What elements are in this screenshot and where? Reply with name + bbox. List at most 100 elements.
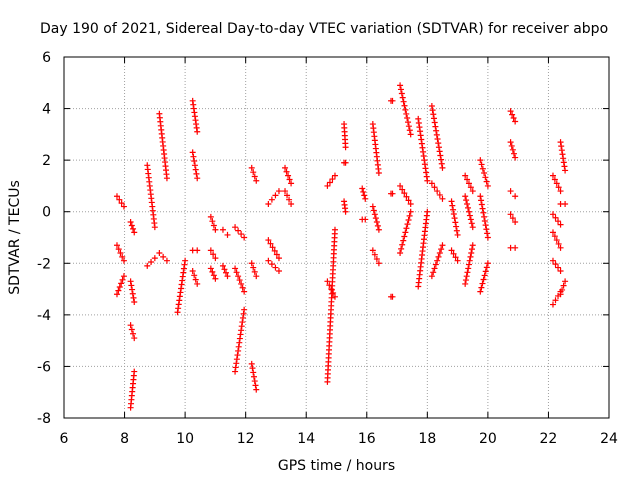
x-tick-label: 24 <box>600 431 618 447</box>
data-point <box>417 132 424 139</box>
data-point <box>163 175 170 182</box>
data-point <box>430 115 437 122</box>
data-point <box>553 237 560 244</box>
data-point <box>481 213 488 220</box>
data-point <box>403 110 410 117</box>
data-point <box>250 369 257 376</box>
data-point <box>235 343 242 350</box>
data-point <box>115 246 122 253</box>
data-point <box>405 123 412 130</box>
data-point <box>419 144 426 151</box>
plot-frame <box>63 56 610 419</box>
data-point <box>375 260 382 267</box>
data-point <box>484 230 491 237</box>
data-point <box>119 253 126 260</box>
data-point <box>405 216 412 223</box>
data-point <box>131 335 138 342</box>
data-point <box>342 159 349 166</box>
x-tick-label: 14 <box>297 431 315 447</box>
data-point <box>560 159 567 166</box>
data-point <box>236 335 243 342</box>
data-point <box>212 275 219 282</box>
data-point <box>562 167 569 174</box>
data-point <box>265 237 272 244</box>
data-point <box>265 200 272 207</box>
x-tick-label: 6 <box>60 431 69 447</box>
data-point <box>483 226 490 233</box>
data-point <box>251 268 258 275</box>
data-point <box>253 177 260 184</box>
data-point <box>464 269 471 276</box>
data-point <box>251 378 258 385</box>
data-point <box>415 115 422 122</box>
data-point <box>131 229 138 236</box>
data-point <box>557 188 564 195</box>
data-point <box>467 216 474 223</box>
data-point <box>484 182 491 189</box>
data-point <box>477 157 484 164</box>
data-point <box>462 172 469 179</box>
data-point <box>399 241 406 248</box>
data-point <box>428 102 435 109</box>
data-point <box>129 286 136 293</box>
data-point <box>233 360 240 367</box>
data-point <box>210 222 217 229</box>
data-point <box>435 140 442 147</box>
data-point <box>420 148 427 155</box>
data-point <box>207 265 214 272</box>
data-point <box>193 170 200 177</box>
data-point <box>449 202 456 209</box>
data-point <box>466 257 473 264</box>
data-point <box>239 319 246 326</box>
data-point <box>404 221 411 228</box>
data-point <box>275 268 282 275</box>
data-point <box>463 197 470 204</box>
data-point <box>422 165 429 172</box>
data-point <box>129 290 136 297</box>
data-point <box>481 170 488 177</box>
data-point <box>436 249 443 256</box>
data-point <box>480 209 487 216</box>
data-point <box>190 153 197 160</box>
chart-title: Day 190 of 2021, Sidereal Day-to-day VTE… <box>40 21 608 37</box>
data-point <box>189 149 196 156</box>
data-point <box>438 156 445 163</box>
data-point <box>250 264 257 271</box>
data-point <box>375 226 382 233</box>
data-point <box>209 218 216 225</box>
data-point <box>512 118 519 125</box>
data-point <box>120 203 127 210</box>
data-point <box>482 222 489 229</box>
data-point <box>116 284 123 291</box>
x-tick-label: 12 <box>237 431 255 447</box>
data-point <box>555 218 562 225</box>
data-point <box>120 273 127 280</box>
data-point <box>509 146 516 153</box>
y-tick-label: -4 <box>37 308 51 324</box>
data-point <box>207 213 214 220</box>
data-point <box>191 158 198 165</box>
data-point <box>433 127 440 134</box>
data-point <box>210 251 217 258</box>
data-point <box>251 173 258 180</box>
data-point <box>237 331 244 338</box>
data-point <box>397 86 404 93</box>
data-point <box>454 231 461 238</box>
data-point <box>401 233 408 240</box>
data-point <box>283 168 290 175</box>
data-point <box>508 142 515 149</box>
data-point <box>402 106 409 113</box>
data-point <box>234 352 241 359</box>
data-point <box>404 115 411 122</box>
data-point <box>360 188 367 195</box>
data-point <box>131 368 138 375</box>
data-point <box>438 160 445 167</box>
data-point <box>248 260 255 267</box>
data-point <box>406 127 413 134</box>
data-point <box>469 188 476 195</box>
data-point <box>238 327 245 334</box>
data-point <box>235 273 242 280</box>
data-point <box>285 172 292 179</box>
data-point <box>407 200 414 207</box>
x-tick-label: 10 <box>176 431 194 447</box>
